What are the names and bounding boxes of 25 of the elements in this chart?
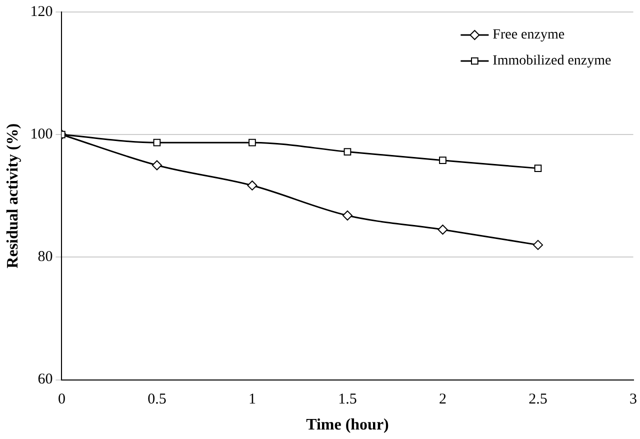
legend-label: Immobilized enzyme <box>492 54 612 69</box>
point <box>534 164 542 172</box>
point <box>438 224 448 235</box>
y-tick-label: 120 <box>30 4 53 20</box>
x-tick-label: 0.5 <box>148 392 166 408</box>
point <box>248 138 256 146</box>
point <box>344 148 352 156</box>
x-tick-label: 2 <box>438 392 446 408</box>
point <box>247 180 258 190</box>
point <box>152 160 162 170</box>
point <box>342 210 352 221</box>
legend-label: Free enzyme <box>492 28 565 43</box>
y-tick-label: 100 <box>30 126 53 143</box>
y-tick-label: 60 <box>38 372 53 388</box>
x-tick-label: 1 <box>248 392 256 408</box>
point <box>153 138 161 146</box>
x-tick-label: 3 <box>630 392 637 408</box>
x-tick-label: 1.5 <box>338 392 357 408</box>
x-axis-title: Time (hour) <box>306 416 389 434</box>
point <box>532 240 543 250</box>
y-axis-title: Residual activity (%) <box>4 123 22 268</box>
y-tick-label: 80 <box>38 249 53 266</box>
point <box>439 156 446 164</box>
x-tick-label: 2.5 <box>528 392 548 408</box>
x-tick-label: 0 <box>58 392 66 408</box>
